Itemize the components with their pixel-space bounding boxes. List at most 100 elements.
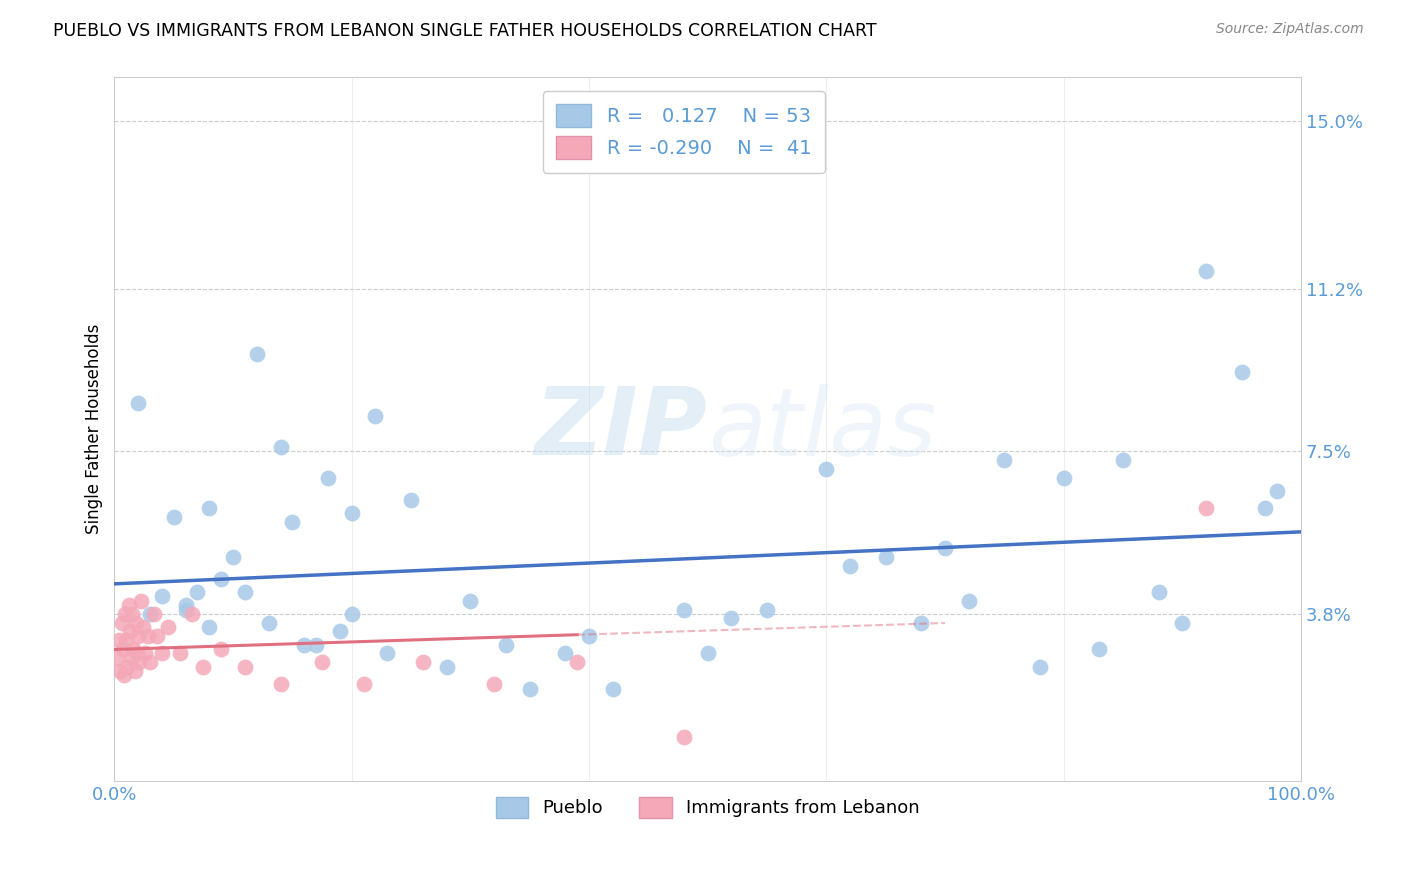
Point — [340, 506, 363, 520]
Point — [114, 607, 136, 621]
Point — [124, 664, 146, 678]
Point — [118, 624, 141, 639]
Point — [125, 615, 148, 630]
Point — [174, 598, 197, 612]
Point — [136, 629, 159, 643]
Point — [934, 541, 956, 555]
Point — [578, 629, 600, 643]
Point — [1230, 365, 1253, 379]
Point — [1147, 585, 1170, 599]
Point — [127, 629, 149, 643]
Point — [1195, 264, 1218, 278]
Point — [696, 647, 718, 661]
Point — [110, 615, 132, 630]
Point — [353, 677, 375, 691]
Point — [1029, 659, 1052, 673]
Point — [519, 681, 541, 696]
Point — [122, 642, 145, 657]
Point — [1171, 615, 1194, 630]
Point — [120, 651, 142, 665]
Point — [193, 659, 215, 673]
Point — [482, 677, 505, 691]
Point — [1088, 642, 1111, 657]
Point — [602, 681, 624, 696]
Point — [399, 492, 422, 507]
Point — [910, 615, 932, 630]
Point — [117, 598, 139, 612]
Point — [1265, 483, 1288, 498]
Point — [110, 664, 132, 678]
Point — [209, 572, 232, 586]
Text: ZIP: ZIP — [534, 384, 707, 475]
Point — [720, 611, 742, 625]
Point — [128, 655, 150, 669]
Point — [198, 620, 221, 634]
Point — [756, 602, 779, 616]
Point — [105, 651, 128, 665]
Point — [125, 647, 148, 661]
Point — [139, 607, 162, 621]
Y-axis label: Single Father Households: Single Father Households — [86, 324, 103, 534]
Text: PUEBLO VS IMMIGRANTS FROM LEBANON SINGLE FATHER HOUSEHOLDS CORRELATION CHART: PUEBLO VS IMMIGRANTS FROM LEBANON SINGLE… — [53, 22, 877, 40]
Point — [127, 396, 149, 410]
Point — [257, 615, 280, 630]
Point — [565, 655, 588, 669]
Point — [174, 602, 197, 616]
Point — [198, 501, 221, 516]
Point — [112, 668, 135, 682]
Point — [554, 647, 576, 661]
Point — [180, 607, 202, 621]
Text: atlas: atlas — [707, 384, 936, 475]
Point — [875, 549, 897, 564]
Point — [139, 655, 162, 669]
Point — [1112, 453, 1135, 467]
Point — [305, 638, 328, 652]
Point — [495, 638, 517, 652]
Point — [111, 642, 134, 657]
Point — [1052, 470, 1074, 484]
Point — [150, 647, 173, 661]
Point — [957, 593, 980, 607]
Point — [115, 633, 138, 648]
Point — [233, 585, 256, 599]
Point — [292, 638, 315, 652]
Point — [270, 677, 292, 691]
Point — [316, 470, 339, 484]
Point — [281, 515, 304, 529]
Point — [222, 549, 245, 564]
Point — [375, 647, 398, 661]
Point — [186, 585, 208, 599]
Point — [672, 602, 695, 616]
Point — [1254, 501, 1277, 516]
Point — [246, 347, 269, 361]
Point — [146, 629, 169, 643]
Point — [329, 624, 352, 639]
Point — [156, 620, 179, 634]
Point — [121, 607, 143, 621]
Point — [117, 659, 139, 673]
Point — [672, 730, 695, 744]
Point — [311, 655, 333, 669]
Point — [209, 642, 232, 657]
Point — [364, 409, 387, 423]
Point — [169, 647, 191, 661]
Point — [132, 620, 155, 634]
Point — [108, 633, 131, 648]
Point — [142, 607, 165, 621]
Point — [436, 659, 458, 673]
Point — [815, 462, 838, 476]
Point — [163, 510, 186, 524]
Point — [839, 558, 862, 573]
Point — [129, 593, 152, 607]
Point — [270, 440, 292, 454]
Point — [993, 453, 1015, 467]
Point — [150, 590, 173, 604]
Point — [412, 655, 434, 669]
Point — [460, 593, 482, 607]
Legend: Pueblo, Immigrants from Lebanon: Pueblo, Immigrants from Lebanon — [488, 789, 927, 825]
Text: Source: ZipAtlas.com: Source: ZipAtlas.com — [1216, 22, 1364, 37]
Point — [233, 659, 256, 673]
Point — [1195, 501, 1218, 516]
Point — [134, 647, 156, 661]
Point — [340, 607, 363, 621]
